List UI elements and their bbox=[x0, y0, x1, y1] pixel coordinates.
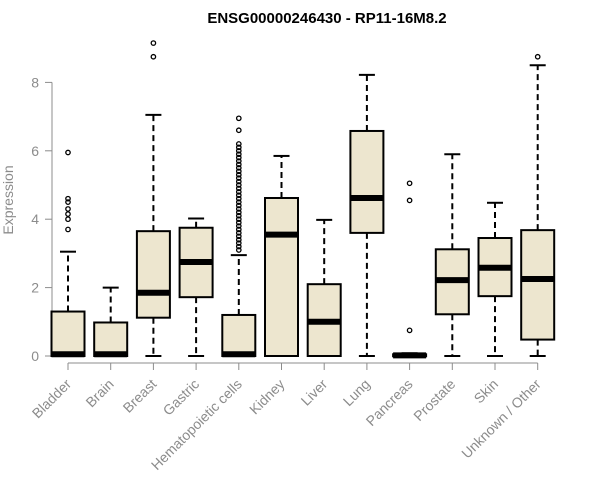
y-tick-label: 8 bbox=[31, 74, 39, 90]
outlier-point bbox=[65, 149, 71, 156]
outlier-point bbox=[235, 141, 242, 147]
y-tick-label: 4 bbox=[31, 211, 39, 227]
outlier-point bbox=[65, 195, 71, 202]
outlier-point bbox=[235, 178, 242, 185]
outlier-point bbox=[235, 144, 242, 151]
outlier-point bbox=[235, 182, 242, 188]
box-group bbox=[264, 154, 299, 357]
outlier-point bbox=[235, 226, 242, 233]
box-group bbox=[135, 40, 171, 357]
y-tick-label: 0 bbox=[31, 348, 39, 364]
box-iqr bbox=[135, 230, 171, 319]
outlier-point bbox=[534, 53, 541, 60]
outlier-point bbox=[406, 180, 413, 187]
outlier-point bbox=[406, 327, 413, 334]
outlier-point bbox=[235, 147, 242, 154]
x-tick-label: Brain bbox=[82, 376, 116, 410]
outlier-point bbox=[235, 247, 242, 253]
outlier-point bbox=[235, 185, 242, 192]
outlier-point bbox=[235, 151, 242, 158]
outlier-point bbox=[235, 165, 242, 171]
outlier-point bbox=[235, 240, 242, 246]
outlier-point bbox=[235, 206, 242, 212]
box-group bbox=[477, 201, 513, 357]
chart-title: ENSG00000246430 - RP11-16M8.2 bbox=[207, 10, 446, 27]
x-tick-label: Lung bbox=[340, 376, 373, 409]
x-tick-label: Prostate bbox=[410, 376, 458, 424]
x-tick-label: Kidney bbox=[246, 376, 288, 418]
outlier-point bbox=[235, 202, 242, 209]
outlier-point bbox=[406, 197, 413, 204]
outlier-point bbox=[235, 236, 242, 243]
box-iqr bbox=[50, 310, 86, 358]
boxes bbox=[50, 40, 556, 359]
outlier-point bbox=[65, 199, 71, 205]
outlier-point bbox=[235, 199, 242, 205]
outlier-point bbox=[235, 233, 242, 240]
y-axis-label: Expression bbox=[0, 165, 16, 234]
x-tick-label: Pancreas bbox=[363, 376, 416, 429]
outlier-point bbox=[235, 158, 242, 164]
outlier-point bbox=[235, 243, 242, 250]
box-group bbox=[306, 218, 342, 357]
outlier-point bbox=[235, 188, 242, 195]
x-tick-label: Unknown / Other bbox=[458, 376, 544, 462]
outlier-point bbox=[65, 226, 71, 233]
box-group bbox=[93, 286, 129, 358]
x-tick-label: Liver bbox=[298, 376, 331, 409]
box-iqr bbox=[93, 321, 129, 358]
outlier-point bbox=[235, 219, 242, 226]
x-tick-label: Skin bbox=[471, 376, 502, 407]
outlier-point bbox=[235, 154, 242, 161]
outlier-point bbox=[65, 216, 71, 223]
y-axis: 0 2 4 6 8 bbox=[31, 74, 53, 364]
box-iqr bbox=[349, 129, 385, 234]
outlier-point bbox=[235, 209, 242, 216]
x-tick-label: Gastric bbox=[160, 376, 203, 419]
box-group bbox=[520, 53, 556, 357]
box-group bbox=[221, 115, 257, 358]
outlier-point bbox=[235, 212, 242, 219]
box-iqr bbox=[520, 229, 556, 341]
outlier-point bbox=[235, 168, 242, 175]
x-tick-label: Breast bbox=[120, 376, 160, 416]
outlier-point bbox=[235, 192, 242, 199]
box-iqr bbox=[264, 196, 299, 357]
box-group bbox=[434, 153, 470, 357]
outlier-point bbox=[65, 206, 71, 212]
outlier-point bbox=[150, 53, 157, 60]
box-group bbox=[178, 217, 214, 357]
box-group bbox=[392, 180, 428, 359]
box-group bbox=[50, 149, 86, 358]
y-tick-label: 6 bbox=[31, 143, 39, 159]
outlier-point bbox=[235, 216, 242, 223]
outlier-point bbox=[235, 171, 242, 178]
outlier-point bbox=[65, 211, 71, 217]
outlier-point bbox=[150, 40, 157, 46]
x-tick-label: Bladder bbox=[29, 376, 75, 422]
outlier-point bbox=[235, 223, 242, 229]
y-tick-label: 2 bbox=[31, 280, 39, 296]
outlier-point bbox=[235, 161, 242, 168]
box-iqr bbox=[221, 313, 257, 357]
outlier-point bbox=[235, 115, 242, 122]
outlier-point bbox=[235, 230, 242, 236]
outlier-point bbox=[235, 127, 242, 134]
outlier-point bbox=[235, 175, 242, 182]
outlier-point bbox=[235, 195, 242, 202]
box-group bbox=[349, 73, 385, 357]
